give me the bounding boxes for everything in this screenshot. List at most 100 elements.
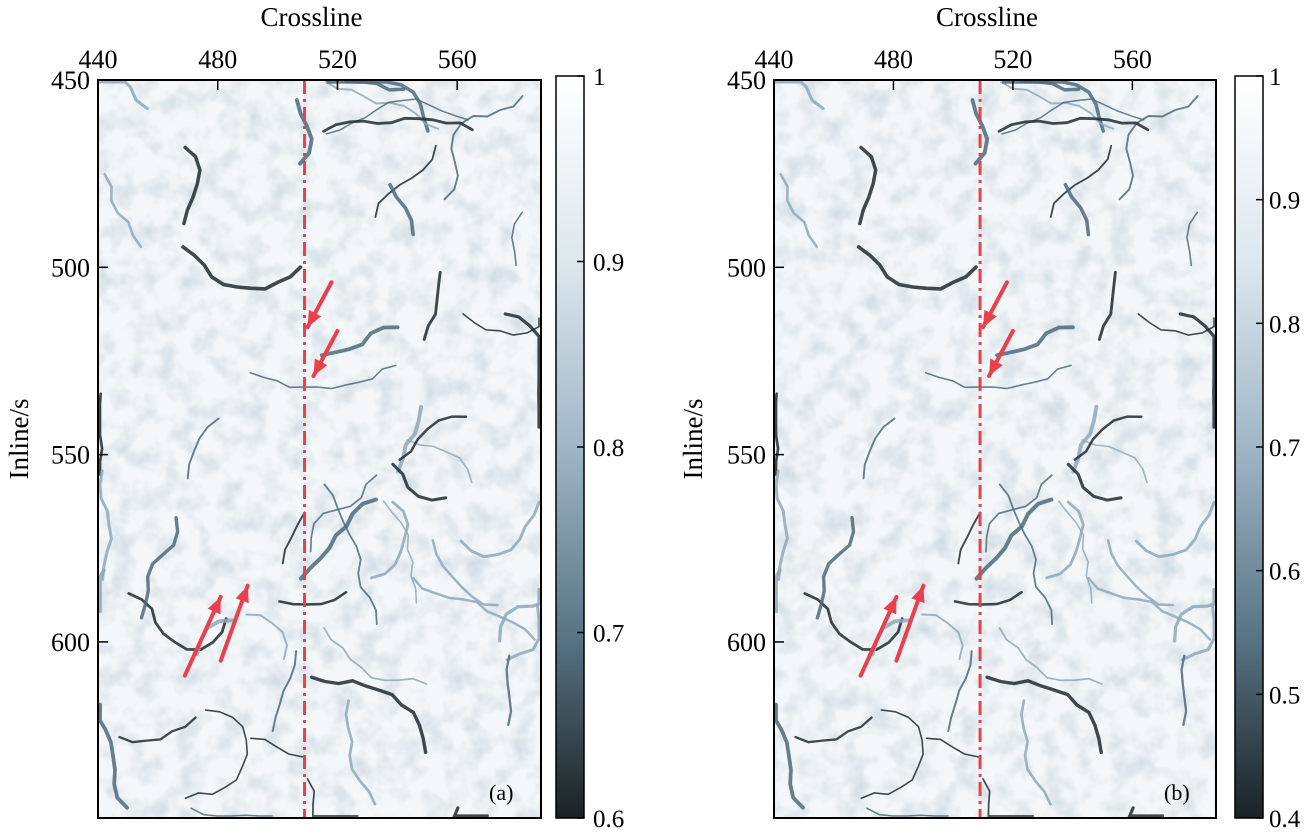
streak xyxy=(1186,211,1199,267)
streak xyxy=(985,675,1103,754)
streak xyxy=(98,568,106,613)
streak xyxy=(995,325,1075,358)
streak xyxy=(947,650,973,733)
streak xyxy=(388,182,415,237)
streak xyxy=(924,364,1072,390)
streak xyxy=(856,245,978,291)
arrow-head xyxy=(989,358,1003,376)
streak xyxy=(1063,182,1091,237)
streak xyxy=(322,116,474,133)
streak xyxy=(443,95,524,201)
y-tick-label: 450 xyxy=(727,66,766,95)
y-tick-label: 550 xyxy=(51,441,90,470)
streak xyxy=(858,145,878,226)
y-axis-label: Inline/s xyxy=(4,399,34,480)
heatmap-texture xyxy=(98,80,541,818)
streak xyxy=(462,313,540,336)
streak xyxy=(774,702,805,810)
colorbar-tick-label: 0.5 xyxy=(1269,682,1300,709)
streak xyxy=(1073,415,1143,461)
arrow-head xyxy=(313,358,328,376)
panel-label: (a) xyxy=(489,780,513,805)
arrow-4 xyxy=(894,583,926,663)
streak xyxy=(181,245,303,291)
streak xyxy=(1180,604,1216,662)
arrow-head xyxy=(883,596,897,615)
streak xyxy=(921,613,964,660)
streak xyxy=(774,392,780,476)
colorbar-tick-label: 0.7 xyxy=(593,621,624,648)
streak xyxy=(505,604,541,662)
heatmap-streaks xyxy=(774,79,1216,818)
streak xyxy=(1180,654,1188,727)
streak xyxy=(970,98,990,166)
streak xyxy=(98,392,104,476)
streak xyxy=(245,613,289,660)
colorbar-tick-label: 0.9 xyxy=(1269,188,1300,215)
plot-frame xyxy=(97,79,542,819)
streak xyxy=(1001,80,1081,92)
heatmap-streaks xyxy=(98,79,541,818)
streak xyxy=(998,483,1053,626)
arrow-2 xyxy=(311,328,340,378)
colorbar-tick-label: 0.6 xyxy=(593,806,624,833)
arrow-head xyxy=(307,309,322,328)
streak xyxy=(998,626,1103,685)
streak xyxy=(309,675,428,754)
x-tick-label: 480 xyxy=(198,45,237,74)
panel-label: (b) xyxy=(1164,780,1190,805)
x-tick-label: 560 xyxy=(438,45,477,74)
streak xyxy=(985,474,1053,553)
streak xyxy=(422,270,442,341)
streak xyxy=(1118,95,1199,201)
y-tick-label: 450 xyxy=(51,66,90,95)
streak xyxy=(294,98,314,166)
streak xyxy=(497,587,541,643)
streak xyxy=(1106,539,1175,607)
streak xyxy=(103,173,143,249)
colorbar-tick-label: 0.8 xyxy=(593,435,624,462)
streak xyxy=(98,469,113,581)
arrow-head xyxy=(235,585,249,604)
streak xyxy=(374,144,437,218)
streak xyxy=(1173,587,1216,643)
x-tick-label: 480 xyxy=(874,45,913,74)
panel-a: 440 480 520 560 450 500 550 600 Crossline Inline/… xyxy=(4,2,624,833)
arrow-1 xyxy=(305,280,334,330)
streak xyxy=(779,173,819,249)
y-tick-label: 500 xyxy=(51,253,90,282)
streak xyxy=(306,778,359,817)
streak xyxy=(862,417,896,480)
streak xyxy=(190,807,273,817)
x-tick-label: 440 xyxy=(79,45,118,74)
streak xyxy=(1137,313,1215,336)
streak xyxy=(309,474,378,553)
plot-frame xyxy=(773,79,1217,819)
streak xyxy=(925,737,979,758)
arrow-head xyxy=(207,596,221,615)
streak xyxy=(803,592,904,652)
streak xyxy=(186,417,220,480)
streak xyxy=(281,511,306,565)
streak xyxy=(1058,500,1093,604)
streak xyxy=(182,145,202,226)
streak xyxy=(344,699,377,806)
streak xyxy=(326,80,406,92)
streak xyxy=(774,568,782,613)
arrow-head xyxy=(983,309,997,328)
streak xyxy=(774,80,825,111)
streak xyxy=(774,469,789,581)
streak xyxy=(953,590,1023,606)
streak xyxy=(794,716,873,744)
streak xyxy=(118,716,197,744)
streak xyxy=(974,497,1054,581)
panel-b: 440 480 520 560 450 500 550 600 Crossline Inline/… xyxy=(678,2,1301,833)
streak xyxy=(866,807,949,817)
colorbar-tick-label: 1 xyxy=(1269,64,1282,91)
streak xyxy=(391,462,448,502)
streak xyxy=(1049,144,1113,218)
streak xyxy=(860,709,924,800)
heatmap-texture xyxy=(774,80,1216,818)
streak xyxy=(382,500,418,604)
arrow-3 xyxy=(182,594,223,678)
